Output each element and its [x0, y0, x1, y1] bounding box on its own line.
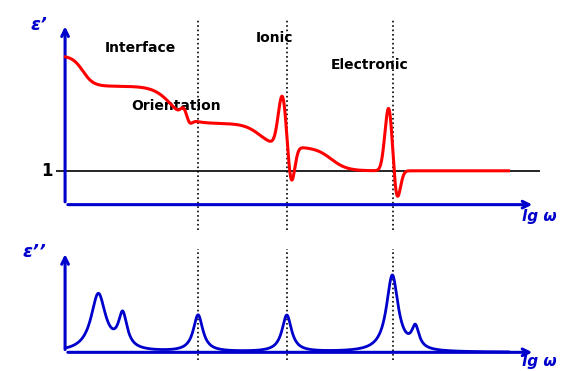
Text: Interface: Interface — [105, 42, 176, 55]
Text: Ionic: Ionic — [256, 31, 293, 45]
Text: ε’: ε’ — [30, 16, 47, 34]
Text: Orientation: Orientation — [132, 99, 221, 113]
Text: lg ω: lg ω — [522, 209, 557, 224]
Text: lg ω: lg ω — [522, 354, 557, 369]
Text: Electronic: Electronic — [331, 58, 409, 72]
Text: 1: 1 — [42, 162, 53, 180]
Text: ε’’: ε’’ — [22, 243, 46, 261]
